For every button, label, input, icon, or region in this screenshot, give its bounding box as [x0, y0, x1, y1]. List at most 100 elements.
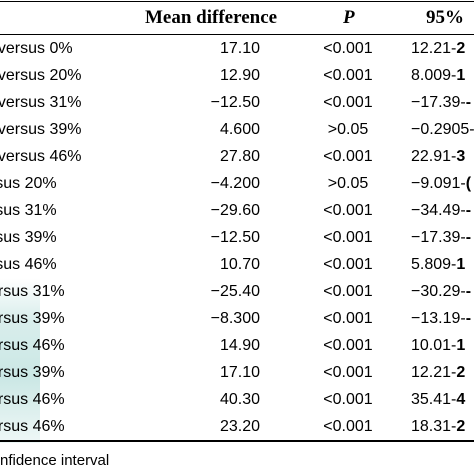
- p-value-cell: <0.001: [323, 364, 373, 381]
- group-cell: versus 46%: [0, 418, 65, 435]
- group-cell: versus 31%: [0, 283, 65, 300]
- table-row: versus 39% −8.300 <0.001 −13.19--: [0, 305, 474, 332]
- table-row: versus 46% 14.90 <0.001 10.01-1: [0, 332, 474, 359]
- p-value-cell: <0.001: [323, 94, 373, 111]
- mean-difference-cell: 40.30: [219, 391, 260, 408]
- mean-difference-cell: 27.80: [219, 148, 260, 165]
- table-row: ol versus 39% 4.600 >0.05 −0.2905-: [0, 116, 474, 143]
- mean-difference-cell: 4.600: [219, 121, 260, 138]
- ci-upper: 1: [456, 337, 466, 354]
- ci-upper: -: [465, 310, 472, 327]
- ci-upper: 2: [456, 364, 466, 381]
- p-value-cell: <0.001: [323, 148, 373, 165]
- table-row: ersus 20% −4.200 >0.05 −9.091-(: [0, 170, 474, 197]
- ci-upper: -: [465, 202, 472, 219]
- confidence-interval-cell: 22.91-3: [411, 143, 465, 170]
- group-cell: versus 46%: [0, 391, 65, 408]
- ci-upper: 2: [456, 418, 466, 435]
- ci-lower: 35.41-: [411, 391, 457, 408]
- table-row: ersus 39% −12.50 <0.001 −17.39--: [0, 224, 474, 251]
- confidence-interval-cell: 12.21-2: [411, 35, 465, 62]
- ci-lower: −17.39-: [411, 94, 466, 111]
- ci-upper: 2: [456, 40, 466, 57]
- confidence-interval-cell: −0.2905-: [411, 116, 474, 143]
- ci-upper: -: [465, 283, 472, 300]
- ci-lower: −0.2905-: [411, 121, 474, 138]
- confidence-interval-cell: −13.19--: [411, 305, 471, 332]
- table-row: versus 39% 17.10 <0.001 12.21-2: [0, 359, 474, 386]
- confidence-interval-cell: 8.009-1: [411, 62, 465, 89]
- group-cell: ol versus 46%: [0, 148, 82, 165]
- ci-lower: 12.21-: [411, 40, 457, 57]
- p-value-cell: <0.001: [323, 256, 373, 273]
- ci-lower: −17.39-: [411, 229, 466, 246]
- group-cell: ersus 46%: [0, 256, 57, 273]
- ci-lower: −34.49-: [411, 202, 466, 219]
- table-footnote: nfidence interval: [0, 452, 110, 469]
- ci-lower: −9.091-: [411, 175, 466, 192]
- confidence-interval-cell: 10.01-1: [411, 332, 465, 359]
- ci-lower: −30.29-: [411, 283, 466, 300]
- mean-difference-cell: −8.300: [210, 310, 260, 327]
- confidence-interval-cell: −17.39--: [411, 224, 471, 251]
- mean-difference-cell: −29.60: [210, 202, 260, 219]
- group-cell: ol versus 20%: [0, 67, 82, 84]
- table-row: ersus 46% 10.70 <0.001 5.809-1: [0, 251, 474, 278]
- mean-difference-cell: 17.10: [219, 40, 260, 57]
- confidence-interval-cell: 5.809-1: [411, 251, 465, 278]
- header-mean-difference: Mean difference: [145, 7, 278, 28]
- ci-upper: 3: [456, 148, 466, 165]
- p-value-cell: <0.001: [323, 40, 373, 57]
- confidence-interval-cell: −30.29--: [411, 278, 471, 305]
- ci-lower: 5.809-: [411, 256, 457, 273]
- group-cell: ol versus 0%: [0, 40, 73, 57]
- mean-difference-cell: −12.50: [210, 229, 260, 246]
- confidence-interval-cell: 12.21-2: [411, 359, 465, 386]
- table-row: versus 46% 40.30 <0.001 35.41-4: [0, 386, 474, 413]
- table-row: versus 46% 23.20 <0.001 18.31-2: [0, 413, 474, 440]
- group-cell: ol versus 39%: [0, 121, 82, 138]
- mean-difference-cell: −25.40: [210, 283, 260, 300]
- header-confidence-interval: 95%: [426, 7, 464, 28]
- p-value-cell: >0.05: [327, 121, 369, 138]
- table-header-rule: [0, 34, 474, 35]
- p-value-cell: <0.001: [323, 418, 373, 435]
- p-value-cell: <0.001: [323, 283, 373, 300]
- confidence-interval-cell: 35.41-4: [411, 386, 465, 413]
- table-row: ol versus 0% 17.10 <0.001 12.21-2: [0, 35, 474, 62]
- table-row: ersus 31% −29.60 <0.001 −34.49--: [0, 197, 474, 224]
- ci-lower: −13.19-: [411, 310, 466, 327]
- mean-difference-cell: −4.200: [210, 175, 260, 192]
- p-value-cell: <0.001: [323, 310, 373, 327]
- mean-difference-cell: 14.90: [219, 337, 260, 354]
- ci-lower: 8.009-: [411, 67, 457, 84]
- ci-upper: -: [465, 229, 472, 246]
- ci-upper: 1: [456, 67, 466, 84]
- confidence-interval-cell: −17.39--: [411, 89, 471, 116]
- group-cell: ol versus 31%: [0, 94, 82, 111]
- table-row: ol versus 46% 27.80 <0.001 22.91-3: [0, 143, 474, 170]
- group-cell: versus 39%: [0, 310, 65, 327]
- table-row: ol versus 31% −12.50 <0.001 −17.39--: [0, 89, 474, 116]
- mean-difference-cell: 12.90: [219, 67, 260, 84]
- group-cell: ersus 31%: [0, 202, 57, 219]
- mean-difference-cell: −12.50: [210, 94, 260, 111]
- ci-upper: 1: [456, 256, 466, 273]
- ci-lower: 22.91-: [411, 148, 457, 165]
- ci-upper: -: [465, 94, 472, 111]
- ci-lower: 12.21-: [411, 364, 457, 381]
- confidence-interval-cell: −9.091-(: [411, 170, 471, 197]
- table-bottom-rule: [0, 440, 474, 442]
- header-p-value: P: [343, 7, 355, 28]
- mean-difference-cell: 23.20: [219, 418, 260, 435]
- ci-lower: 10.01-: [411, 337, 457, 354]
- ci-upper: 4: [456, 391, 466, 408]
- group-cell: versus 46%: [0, 337, 65, 354]
- table-row: versus 31% −25.40 <0.001 −30.29--: [0, 278, 474, 305]
- p-value-cell: <0.001: [323, 337, 373, 354]
- p-value-cell: <0.001: [323, 202, 373, 219]
- group-cell: ersus 20%: [0, 175, 57, 192]
- group-cell: ersus 39%: [0, 229, 57, 246]
- ci-lower: 18.31-: [411, 418, 457, 435]
